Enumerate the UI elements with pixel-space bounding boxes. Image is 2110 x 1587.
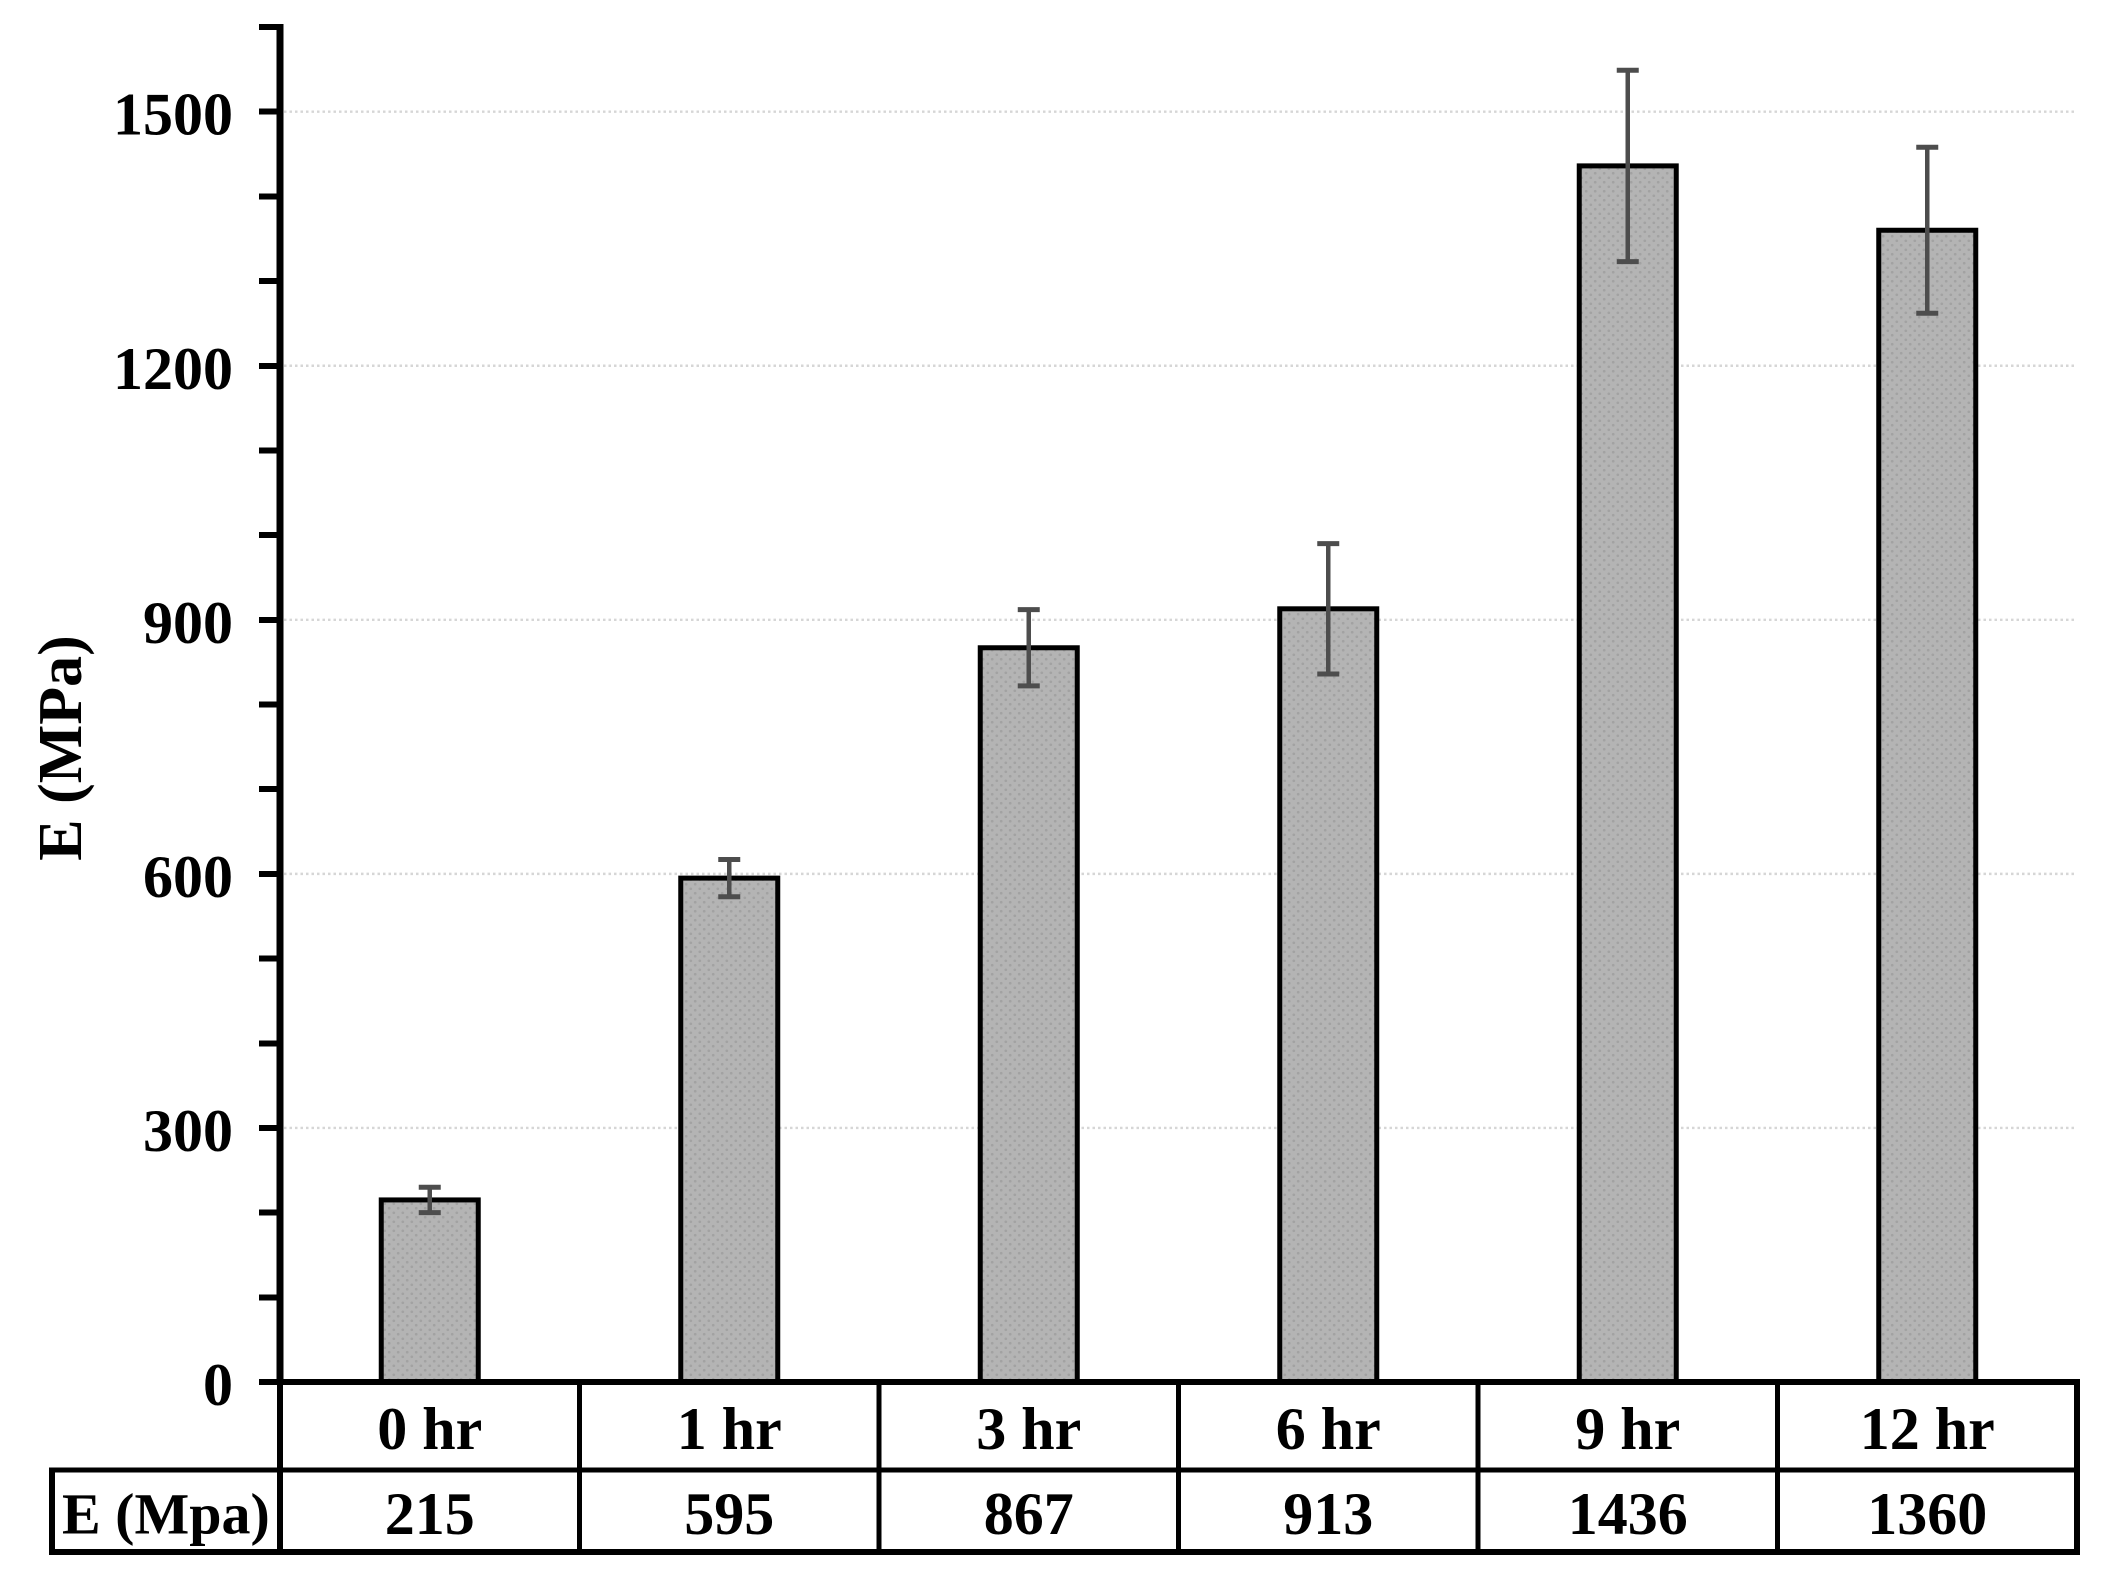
bar bbox=[1576, 163, 1679, 1385]
y-tick-labels: 0 300 600 900 1200 1500 bbox=[113, 82, 233, 1418]
category-label: 0 hr bbox=[377, 1396, 482, 1462]
bars bbox=[378, 163, 1979, 1385]
bar bbox=[1876, 227, 1979, 1385]
y-axis-title: E (MPa) bbox=[27, 635, 95, 861]
y-tick-label: 1200 bbox=[113, 336, 233, 402]
category-label: 3 hr bbox=[976, 1396, 1081, 1462]
bar bbox=[977, 645, 1080, 1385]
table-value: 595 bbox=[684, 1481, 774, 1547]
bar bbox=[678, 875, 781, 1385]
table-row-header: E (Mpa) bbox=[62, 1482, 270, 1547]
category-label: 6 hr bbox=[1276, 1396, 1381, 1462]
y-tick-label: 600 bbox=[143, 844, 233, 910]
table-value: 1360 bbox=[1867, 1481, 1987, 1547]
table-value: 215 bbox=[385, 1481, 475, 1547]
error-bars bbox=[418, 67, 1939, 1216]
table-value: 867 bbox=[984, 1481, 1074, 1547]
y-tick-label: 300 bbox=[143, 1098, 233, 1164]
gridlines bbox=[284, 110, 2077, 1130]
category-label: 9 hr bbox=[1575, 1396, 1680, 1462]
data-table: 0 hr 1 hr 3 hr 6 hr 9 hr 12 hr 215 595 867 913 143… bbox=[49, 1379, 2080, 1555]
y-tick-label: 900 bbox=[143, 590, 233, 656]
table-value: 913 bbox=[1283, 1481, 1373, 1547]
y-tick-label: 0 bbox=[203, 1352, 233, 1418]
bar bbox=[1277, 606, 1380, 1385]
y-axis bbox=[259, 24, 284, 1385]
bar bbox=[378, 1197, 481, 1385]
category-label: 1 hr bbox=[677, 1396, 782, 1462]
table-value: 1436 bbox=[1568, 1481, 1688, 1547]
y-tick-label: 1500 bbox=[113, 82, 233, 148]
category-label: 12 hr bbox=[1860, 1396, 1995, 1462]
